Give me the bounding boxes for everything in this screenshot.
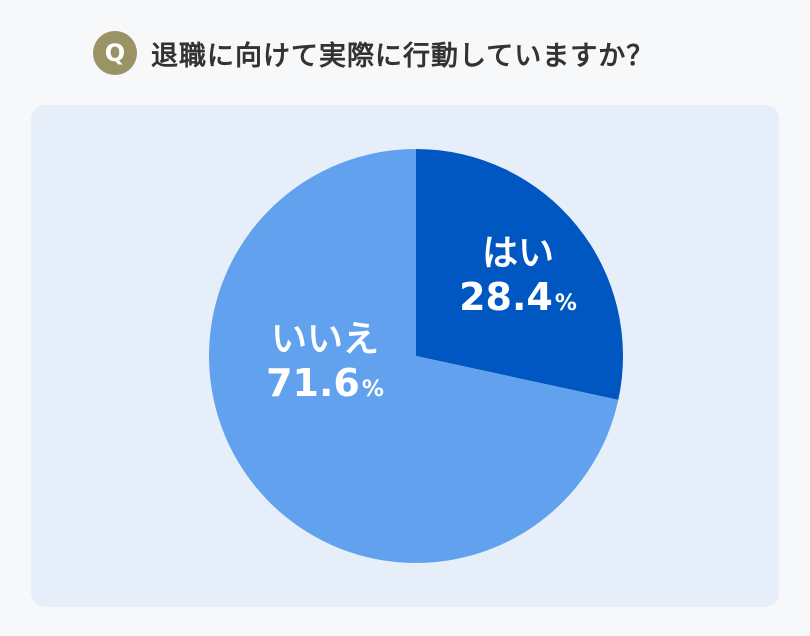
slice-unit-no: % (361, 377, 384, 403)
slice-label-no: いいえ 71.6% (240, 318, 410, 407)
pie-slice-yes (416, 149, 623, 400)
pie-slice-no (208, 149, 619, 564)
slice-value-yes: 28.4 (459, 275, 553, 320)
slice-unit-yes: % (554, 291, 577, 317)
question-header: Q 退職に向けて実際に行動していますか？ (93, 31, 654, 75)
slice-value-no: 71.6 (266, 361, 360, 406)
slice-name-no: いいえ (270, 319, 379, 360)
slice-name-yes: はい (481, 233, 554, 274)
slice-label-yes: はい 28.4% (438, 232, 598, 321)
question-text: 退職に向けて実際に行動していますか？ (151, 40, 655, 72)
q-badge: Q (93, 31, 137, 75)
